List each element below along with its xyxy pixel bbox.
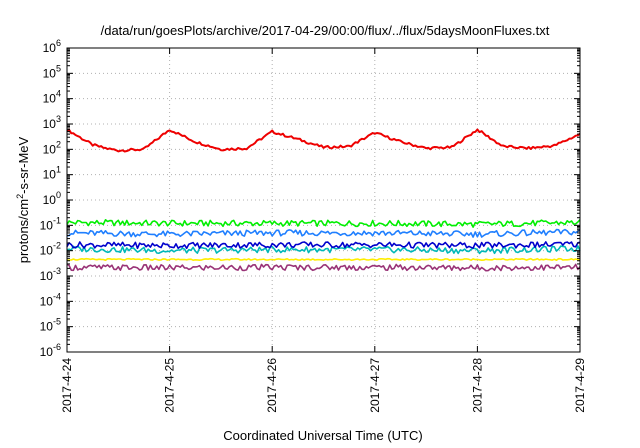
series-line	[66, 219, 581, 228]
y-tick-label: 10-4	[40, 291, 61, 308]
y-tick-label-exp: 2	[56, 139, 61, 149]
y-tick-label-base: 10	[40, 345, 54, 359]
y-tick-label-exp: 4	[56, 89, 61, 99]
y-tick-label-exp: -5	[53, 317, 61, 327]
y-axis-label-prefix: protons/cm	[16, 199, 31, 263]
series-line	[66, 241, 581, 250]
y-tick-label: 10-1	[40, 215, 61, 232]
y-tick-label: 10-3	[40, 266, 61, 283]
y-tick-label: 106	[43, 38, 61, 55]
x-tick-label: 2017-4-25	[163, 358, 177, 413]
y-tick-label: 10-2	[40, 241, 61, 258]
y-axis-label: protons/cm2-s-sr-MeV	[15, 136, 31, 263]
y-tick-label: 10-5	[40, 317, 61, 334]
x-tick-label: 2017-4-26	[265, 358, 279, 413]
grid	[67, 48, 580, 352]
y-tick-label-base: 10	[43, 66, 57, 80]
y-tick-label: 10-6	[40, 342, 61, 359]
x-tick-label: 2017-4-24	[60, 358, 74, 413]
y-tick-label-exp: -6	[53, 342, 61, 352]
y-tick-label-base: 10	[43, 117, 57, 131]
y-tick-label-exp: 6	[56, 38, 61, 48]
y-axis-label-suffix: -s-sr-MeV	[16, 136, 31, 193]
y-tick-label-exp: 1	[56, 165, 61, 175]
y-tick-label-base: 10	[43, 193, 57, 207]
y-tick-label: 100	[43, 190, 61, 207]
axis-ticks	[66, 47, 581, 353]
y-tick-label-base: 10	[40, 269, 54, 283]
y-tick-label-exp: 3	[56, 114, 61, 124]
x-tick-label: 2017-4-27	[368, 358, 382, 413]
x-axis-label: Coordinated Universal Time (UTC)	[223, 428, 422, 443]
y-tick-label: 105	[43, 63, 61, 80]
y-tick-label: 101	[43, 165, 61, 182]
y-tick-label-exp: -2	[53, 241, 61, 251]
y-tick-label-exp: -1	[53, 215, 61, 225]
y-tick-label-exp: -3	[53, 266, 61, 276]
y-tick-label-base: 10	[40, 320, 54, 334]
y-tick-label-base: 10	[40, 294, 54, 308]
y-tick-label-base: 10	[43, 92, 57, 106]
series-layer	[66, 128, 581, 272]
x-tick-labels: 2017-4-24 2017-4-25 2017-4-26 2017-4-27 2017…	[60, 358, 587, 413]
y-tick-label: 103	[43, 114, 61, 131]
y-axis-label-sup: 2	[15, 194, 25, 199]
series-line	[66, 257, 581, 262]
y-tick-label-base: 10	[43, 142, 57, 156]
y-tick-labels: 10610510410310210110010-110-210-310-410-…	[40, 38, 61, 359]
y-tick-label: 102	[43, 139, 61, 156]
x-tick-label: 2017-4-28	[470, 358, 484, 413]
y-tick-label-exp: 5	[56, 63, 61, 73]
chart-title: /data/run/goesPlots/archive/2017-04-29/0…	[101, 23, 550, 38]
y-tick-label: 104	[43, 89, 61, 106]
y-tick-label-base: 10	[43, 168, 57, 182]
series-line	[66, 128, 581, 153]
y-tick-label-exp: -4	[53, 291, 61, 301]
y-tick-label-base: 10	[40, 244, 54, 258]
y-tick-label-base: 10	[40, 218, 54, 232]
series-line	[66, 263, 581, 272]
y-tick-label-base: 10	[43, 41, 57, 55]
series-line	[66, 245, 581, 255]
y-tick-label-exp: 0	[56, 190, 61, 200]
series-line	[66, 228, 581, 238]
x-tick-label: 2017-4-29	[573, 358, 587, 413]
